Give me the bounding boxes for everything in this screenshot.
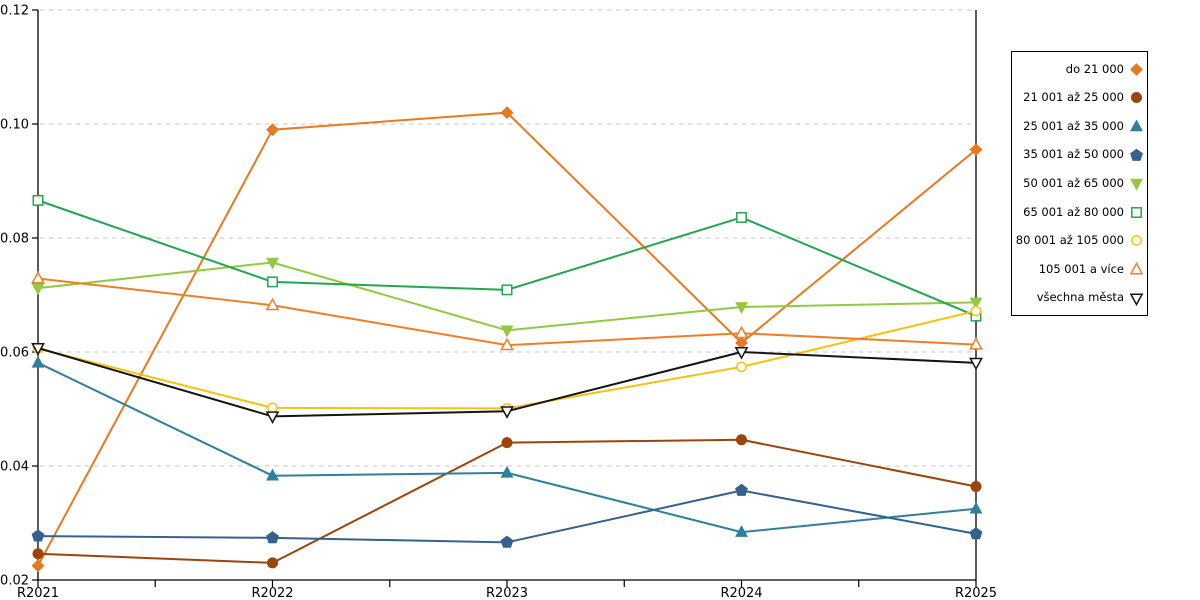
triangle-down-icon bbox=[1130, 178, 1143, 191]
circle-marker bbox=[267, 402, 278, 414]
triangle-up-marker bbox=[735, 525, 748, 537]
series-line-4 bbox=[37, 261, 977, 332]
legend-item: 35 001 až 50 000 bbox=[1015, 141, 1144, 170]
legend-item: všechna města bbox=[1015, 284, 1144, 313]
triangle-up-marker bbox=[266, 468, 279, 481]
circle-marker bbox=[970, 481, 982, 493]
y-tick-label: 0.06 bbox=[0, 346, 29, 361]
legend-label: všechna města bbox=[1036, 290, 1124, 305]
triangle-up-marker bbox=[31, 355, 45, 368]
triangle-up-icon bbox=[1130, 119, 1143, 132]
circle-icon bbox=[1131, 235, 1142, 247]
pentagon-marker bbox=[735, 483, 748, 496]
y-tick-label: 0.04 bbox=[0, 460, 29, 475]
diamond-marker bbox=[969, 143, 983, 157]
pentagon-marker bbox=[500, 535, 514, 548]
legend-label: 50 001 až 65 000 bbox=[1023, 175, 1124, 190]
square-icon bbox=[1131, 206, 1142, 218]
x-tick-label: R2024 bbox=[720, 586, 762, 600]
triangle-up-marker bbox=[500, 337, 514, 351]
circle-marker bbox=[501, 437, 513, 449]
triangle-down-marker bbox=[735, 302, 748, 315]
triangle-up-marker bbox=[265, 297, 280, 311]
legend-item: do 21 000 bbox=[1015, 55, 1144, 84]
y-tick-label: 0.08 bbox=[0, 232, 29, 247]
square-marker bbox=[501, 284, 513, 296]
legend-label: 21 001 až 25 000 bbox=[1023, 90, 1124, 105]
triangle-down-marker bbox=[265, 411, 280, 424]
legend-item: 65 001 až 80 000 bbox=[1015, 198, 1144, 227]
legend-label: 35 001 až 50 000 bbox=[1023, 147, 1124, 162]
pentagon-marker bbox=[969, 527, 983, 540]
legend-label: do 21 000 bbox=[1065, 61, 1124, 76]
diamond-marker bbox=[31, 559, 45, 573]
triangle-down-marker bbox=[500, 325, 514, 338]
circle-marker bbox=[736, 361, 747, 373]
triangle-down-marker bbox=[31, 342, 45, 356]
chart-legend: do 21 000 21 001 až 25 000 25 001 až 35 00… bbox=[1011, 51, 1148, 317]
y-tick-label: 0.12 bbox=[0, 4, 29, 19]
circle-marker bbox=[970, 305, 982, 317]
legend-label: 25 001 až 35 000 bbox=[1023, 118, 1124, 133]
legend-item: 25 001 až 35 000 bbox=[1015, 112, 1144, 141]
x-tick-label: R2023 bbox=[486, 586, 528, 600]
triangle-up-marker bbox=[500, 465, 514, 478]
legend-item: 80 001 až 105 000 bbox=[1015, 227, 1144, 256]
legend-item: 21 001 až 25 000 bbox=[1015, 84, 1144, 113]
y-tick-label: 0.10 bbox=[0, 118, 29, 133]
circle-marker bbox=[267, 557, 278, 569]
circle-icon bbox=[1131, 92, 1142, 104]
legend-label: 65 001 až 80 000 bbox=[1023, 204, 1124, 219]
legend-item: 105 001 a více bbox=[1015, 255, 1144, 284]
pentagon-marker bbox=[31, 529, 45, 542]
triangle-down-marker bbox=[969, 357, 983, 371]
triangle-down-marker bbox=[969, 297, 983, 310]
series-line-3 bbox=[37, 489, 977, 544]
triangle-down-icon bbox=[1129, 292, 1144, 306]
circle-marker bbox=[32, 548, 44, 560]
legend-label: 105 001 a více bbox=[1038, 261, 1124, 276]
square-marker bbox=[32, 194, 44, 206]
pentagon-icon bbox=[1130, 148, 1143, 161]
triangle-down-marker bbox=[31, 283, 45, 296]
diamond-marker bbox=[266, 123, 279, 137]
diamond-marker bbox=[500, 106, 514, 120]
series-line-5 bbox=[37, 199, 977, 318]
x-tick-label: R2025 bbox=[955, 586, 997, 600]
pentagon-marker bbox=[266, 531, 279, 544]
diamond-icon bbox=[1130, 62, 1143, 76]
x-tick-label: R2022 bbox=[251, 586, 293, 600]
circle-marker bbox=[736, 434, 747, 446]
triangle-down-marker bbox=[500, 406, 514, 419]
x-tick-label: R2021 bbox=[17, 586, 59, 600]
y-tick-label: 0.02 bbox=[0, 574, 29, 589]
triangle-up-marker bbox=[734, 325, 749, 339]
legend-item: 50 001 až 65 000 bbox=[1015, 169, 1144, 198]
square-marker bbox=[736, 212, 747, 223]
legend-label: 80 001 až 105 000 bbox=[1015, 233, 1124, 248]
square-marker bbox=[267, 276, 278, 288]
triangle-up-marker bbox=[969, 501, 983, 514]
triangle-up-marker bbox=[969, 337, 983, 350]
triangle-down-marker bbox=[734, 346, 749, 360]
triangle-up-marker bbox=[31, 270, 45, 284]
triangle-down-marker bbox=[266, 257, 279, 270]
triangle-up-icon bbox=[1129, 261, 1144, 275]
